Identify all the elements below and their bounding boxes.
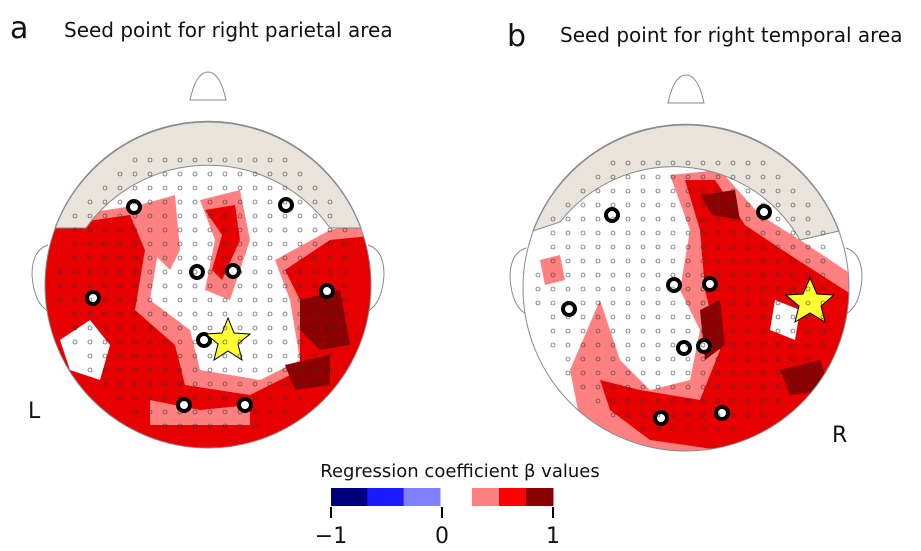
side-label: R <box>832 423 847 448</box>
colorbar-segment <box>367 488 405 506</box>
colorbar-segment <box>331 488 368 506</box>
colorbar-segment <box>403 488 441 506</box>
colorbar-tick-label: 1 <box>546 524 560 547</box>
colorbar-tick-label: −1 <box>315 524 347 547</box>
head-b <box>509 74 863 452</box>
colorbar-segment <box>526 488 554 506</box>
colorbar-tick-label: 0 <box>435 524 449 547</box>
head-a <box>31 71 385 449</box>
colorbar-segment <box>472 488 500 506</box>
colorbar-segment <box>499 488 527 506</box>
colorbar-title: Regression coefficient β values <box>320 461 599 482</box>
side-label: L <box>28 399 41 424</box>
panel-label: a <box>10 11 28 46</box>
colorbar: −1 0 1 <box>315 488 560 549</box>
panel-title: Seed point for right parietal area <box>64 18 393 42</box>
panel-label: b <box>507 19 526 54</box>
panel-title: Seed point for right temporal area <box>560 23 902 47</box>
electrodes <box>535 160 826 432</box>
electrodes <box>57 157 348 429</box>
